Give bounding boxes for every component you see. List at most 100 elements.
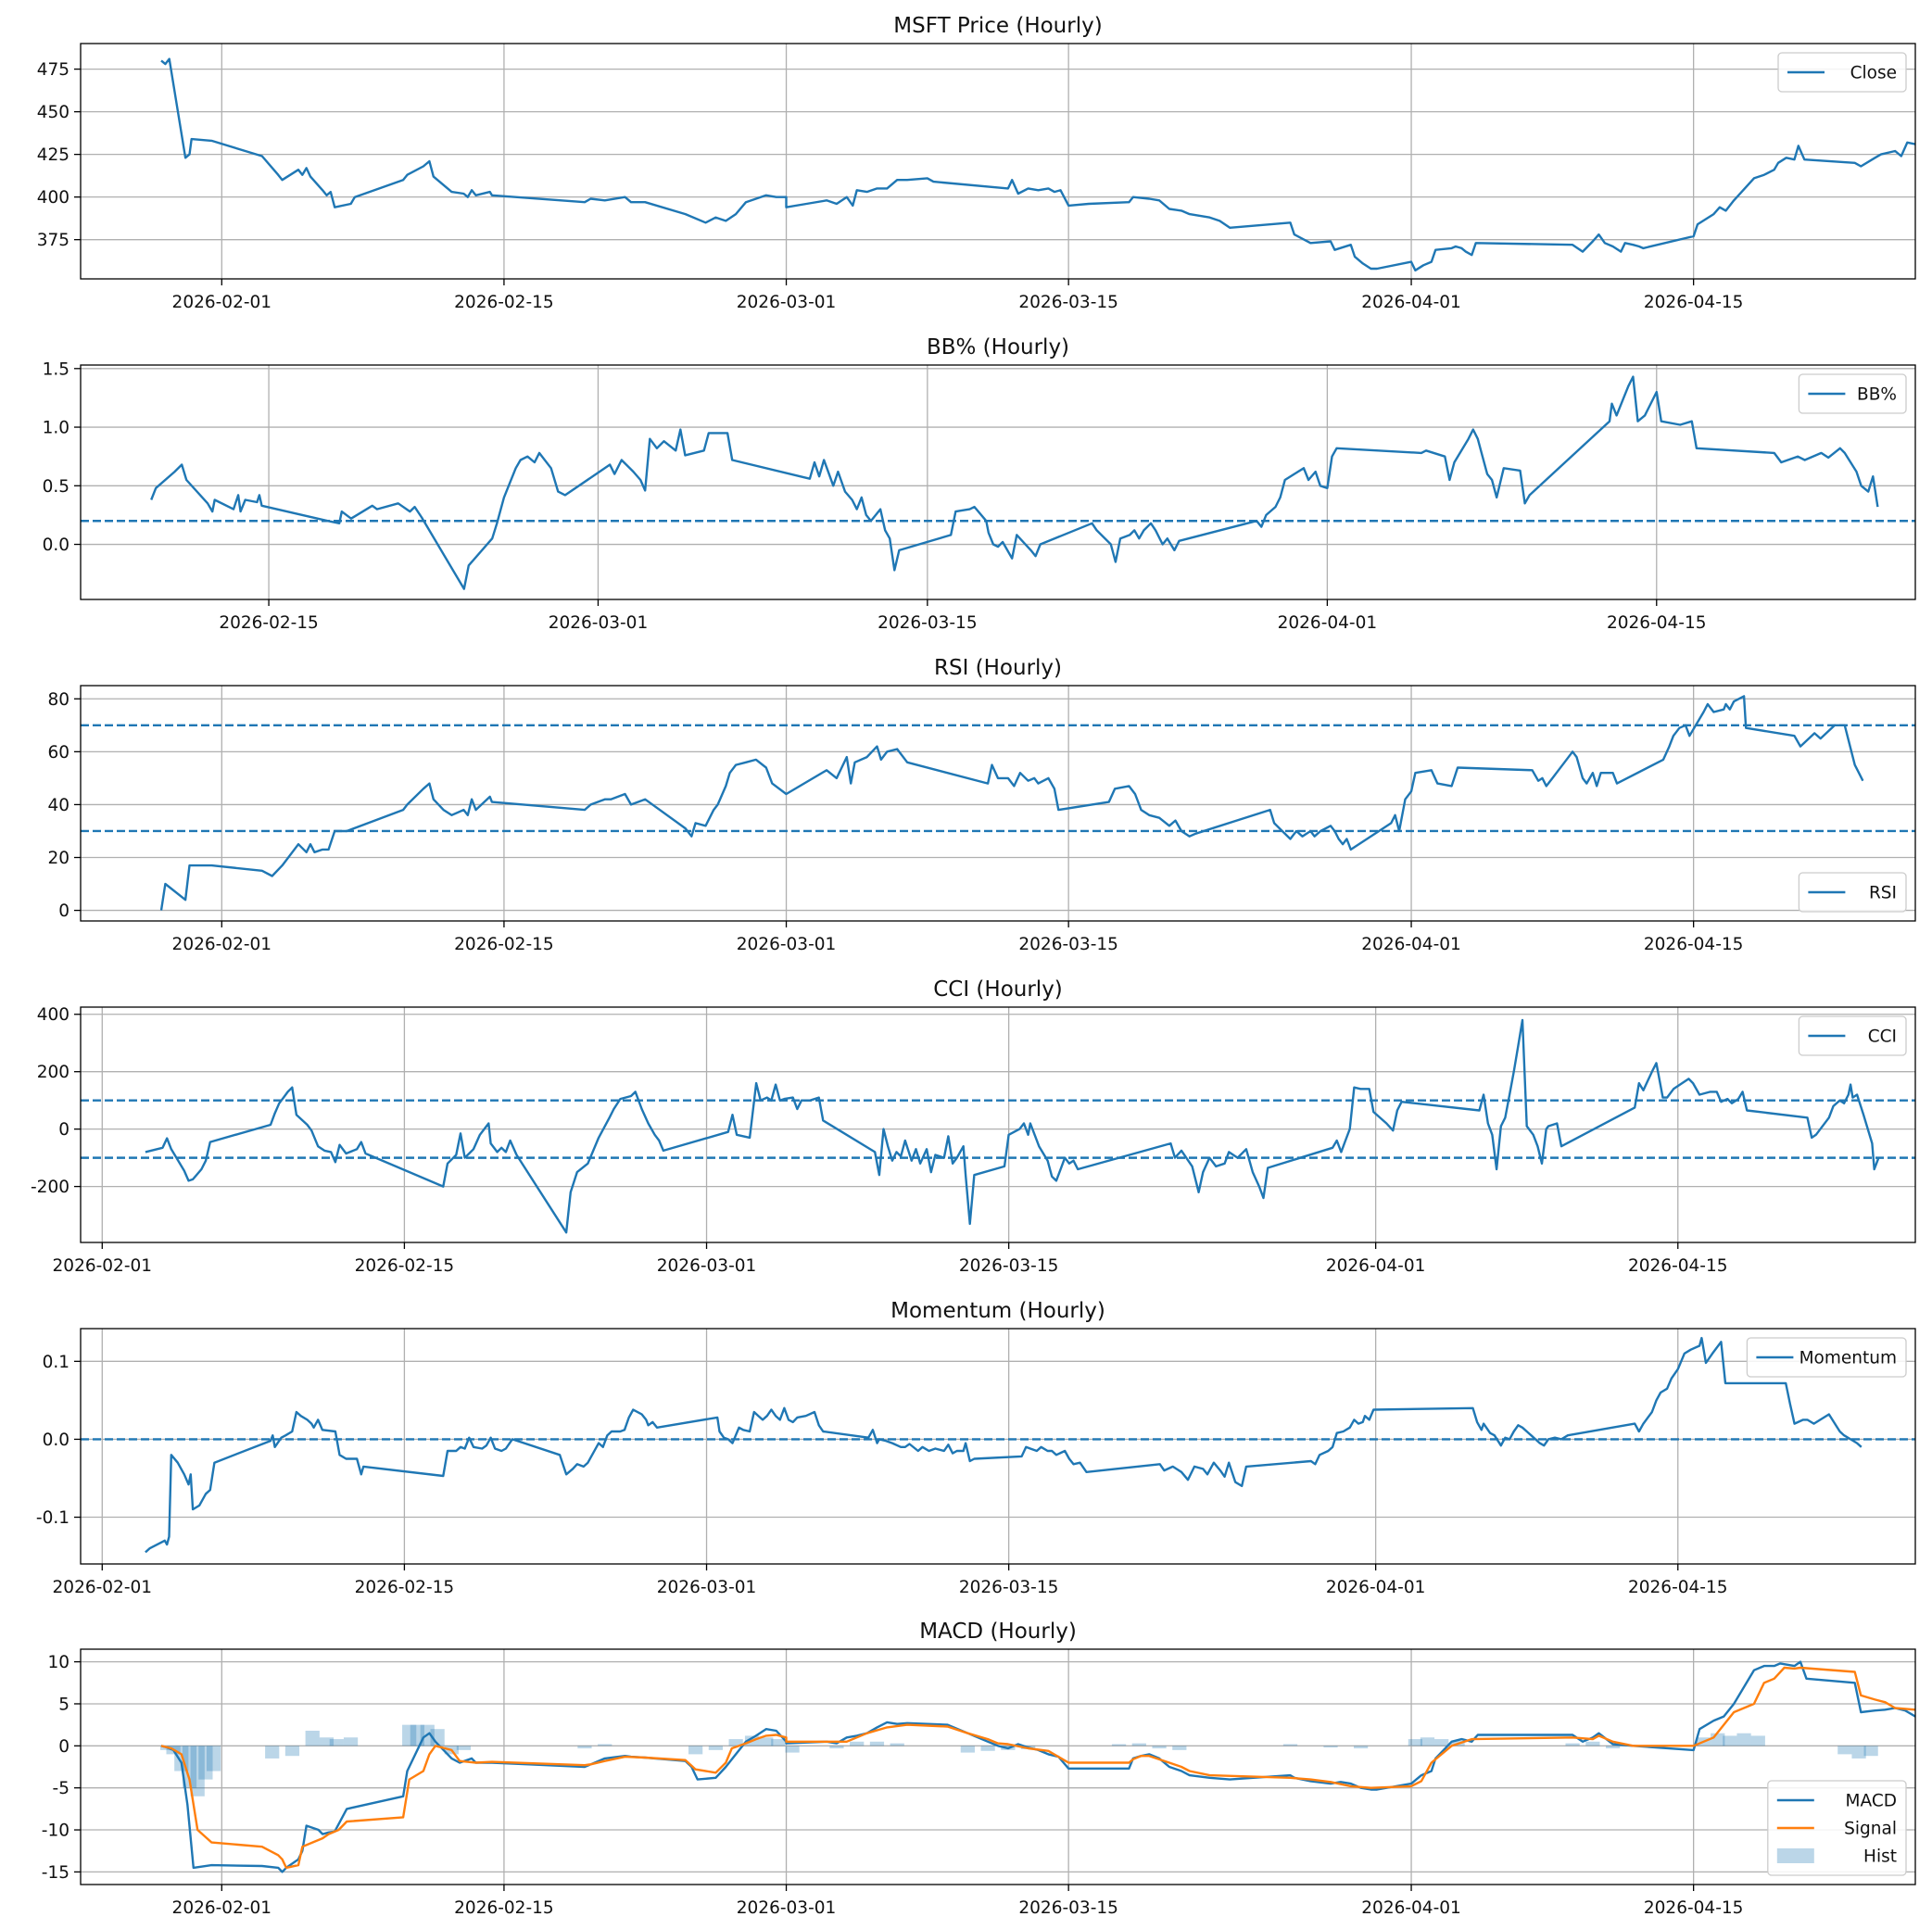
y-tick-label: 0 [58,1120,69,1140]
hist-bar [890,1743,904,1746]
hist-bar [456,1746,472,1750]
series-close-line [160,57,1915,271]
momentum-frame [80,1328,1916,1565]
series-macd-line [160,1660,1915,1873]
momentum-title: Momentum (Hourly) [890,1299,1105,1323]
macd-plot-area [159,1660,1915,1873]
y-tick-label: 40 [47,796,69,815]
x-tick-label: 2026-03-01 [737,935,837,954]
legend-box [1798,1015,1907,1056]
hist-bar [305,1730,320,1746]
price-frame [80,43,1916,280]
x-tick-label: 2026-03-15 [1018,1898,1118,1918]
legend-label: Close [1850,64,1897,83]
x-tick-label: 2026-02-15 [454,293,554,312]
y-tick-label: 400 [37,1005,69,1025]
macd-frame [80,1648,1916,1885]
hist-bar [728,1739,743,1746]
series-cci-line [145,1018,1880,1234]
x-tick-label: 2026-02-15 [355,1256,455,1276]
x-tick-label: 2026-02-01 [53,1256,153,1276]
bb-plot-area [81,375,1915,590]
legend-label: RSI [1869,884,1897,903]
hist-bar [1172,1746,1187,1750]
y-tick-label: 0 [58,901,69,921]
hist-bar [598,1744,612,1746]
hist-bar [1354,1746,1369,1749]
y-tick-label: 20 [47,849,69,868]
rsi-legend: RSI [1798,872,1907,913]
y-tick-label: -200 [31,1178,69,1197]
macd-legend: MACD Signal Hist [1767,1780,1907,1876]
bb-frame [80,364,1916,600]
hist-bar [1863,1746,1878,1757]
legend-box [1798,872,1907,913]
hist-bar [198,1746,213,1780]
cci-plot-area [81,1018,1915,1234]
momentum-plot-area [81,1336,1915,1554]
legend-box [1798,373,1907,414]
hist-bar [577,1746,592,1749]
hist-bar [759,1737,774,1746]
hist-bar [1750,1735,1765,1746]
y-tick-label: 450 [37,103,69,122]
y-tick-label: 80 [47,690,69,710]
rsi-plot-area [81,695,1915,911]
y-tick-label: 0 [58,1737,69,1757]
x-tick-label: 2026-04-15 [1644,293,1744,312]
hist-bar [265,1746,280,1759]
x-tick-label: 2026-03-15 [1018,935,1118,954]
hist-bar [1837,1746,1852,1755]
hist-bar [1131,1743,1146,1746]
x-tick-label: 2026-04-15 [1607,613,1707,633]
y-tick-label: -0.1 [36,1508,69,1528]
y-tick-label: 0.1 [43,1353,69,1372]
hist-bar [1851,1746,1866,1759]
rsi-title: RSI (Hourly) [934,656,1062,680]
hist-bar [960,1746,975,1753]
x-tick-label: 2026-02-15 [219,613,319,633]
hist-bar [1585,1741,1600,1746]
x-tick-label: 2026-03-01 [737,1898,837,1918]
hist-bar [402,1724,417,1746]
hist-bar [206,1746,221,1771]
y-tick-label: 200 [37,1063,69,1082]
hist-bar [319,1737,335,1746]
hist-bar [1408,1739,1423,1746]
x-tick-label: 2026-04-01 [1278,613,1378,633]
x-tick-label: 2026-03-15 [959,1256,1059,1276]
cci-legend: CCI [1798,1015,1907,1056]
x-tick-label: 2026-02-01 [53,1578,153,1597]
hist-bar [1565,1743,1580,1746]
hist-bar [1434,1739,1449,1746]
x-tick-label: 2026-04-15 [1644,1898,1744,1918]
legend-box [1777,52,1907,93]
hist-bar [182,1746,197,1788]
x-tick-label: 2026-04-15 [1628,1578,1728,1597]
hist-bar [190,1746,205,1797]
y-tick-label: 375 [37,231,69,250]
hist-bar [284,1746,300,1757]
price-title: MSFT Price (Hourly) [893,14,1102,38]
x-tick-label: 2026-03-01 [737,293,837,312]
cci-frame [80,1006,1916,1243]
y-tick-label: 475 [37,60,69,80]
momentum-panel: Momentum (Hourly) 2026-02-01 2026-02-15 202… [36,1299,1916,1597]
y-tick-label: 0.0 [43,536,69,555]
y-tick-label: -15 [42,1863,69,1883]
hist-bar [1736,1733,1751,1746]
x-tick-label: 2026-04-15 [1644,935,1744,954]
x-tick-label: 2026-03-01 [657,1578,757,1597]
cci-panel: CCI (Hourly) 2026-02-01 2026-02-15 2026-03-… [31,977,1916,1276]
series-bb%-line [150,375,1879,590]
x-tick-label: 2026-03-01 [657,1256,757,1276]
x-tick-label: 2026-02-01 [172,1898,272,1918]
legend-label: Hist [1863,1847,1897,1867]
momentum-legend: Momentum [1746,1337,1907,1378]
rsi-panel: RSI (Hourly) 2026-02-01 2026-02-15 2026-03-… [47,656,1916,954]
y-tick-label: 425 [37,145,69,165]
cci-title: CCI (Hourly) [933,977,1063,1002]
hist-bar [1323,1746,1338,1748]
y-tick-label: 0.0 [43,1431,69,1450]
